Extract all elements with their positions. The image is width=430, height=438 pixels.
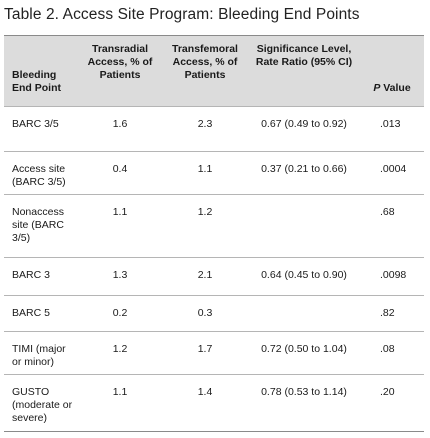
header-p-rest: Value	[380, 82, 411, 94]
table-row: GUSTO (moderate or severe) 1.1 1.4 0.78 …	[4, 374, 424, 432]
header-row: Bleeding End Point Transradial Access, %…	[4, 35, 424, 107]
cell-end-point: TIMI (major or minor)	[4, 331, 78, 375]
cell-end-point: BARC 3	[4, 257, 78, 296]
bleeding-endpoints-table: Bleeding End Point Transradial Access, %…	[4, 35, 424, 432]
cell-significance	[248, 295, 360, 332]
table-row: Nonaccess site (BARC 3/5) 1.1 1.2 .68	[4, 194, 424, 258]
cell-transfemoral: 1.1	[162, 151, 248, 195]
header-p-value: P Value	[360, 35, 424, 107]
cell-transradial: 0.2	[78, 295, 162, 332]
cell-end-point: BARC 3/5	[4, 106, 78, 152]
cell-transradial: 1.2	[78, 331, 162, 375]
cell-transradial: 1.1	[78, 374, 162, 432]
cell-transfemoral: 1.7	[162, 331, 248, 375]
cell-significance	[248, 194, 360, 258]
cell-end-point: Access site (BARC 3/5)	[4, 151, 78, 195]
cell-significance: 0.78 (0.53 to 1.14)	[248, 374, 360, 432]
table-row: BARC 3/5 1.6 2.3 0.67 (0.49 to 0.92) .01…	[4, 106, 424, 152]
bleeding-endpoints-table-container: Bleeding End Point Transradial Access, %…	[4, 35, 424, 433]
table-header: Bleeding End Point Transradial Access, %…	[4, 35, 424, 107]
cell-transradial: 1.6	[78, 106, 162, 152]
cell-transradial: 1.3	[78, 257, 162, 296]
cell-end-point: Nonaccess site (BARC 3/5)	[4, 194, 78, 258]
cell-transradial: 0.4	[78, 151, 162, 195]
cell-p-value: .0098	[360, 257, 424, 296]
table-row: TIMI (major or minor) 1.2 1.7 0.72 (0.50…	[4, 331, 424, 375]
cell-significance: 0.67 (0.49 to 0.92)	[248, 106, 360, 152]
table-row: Access site (BARC 3/5) 0.4 1.1 0.37 (0.2…	[4, 151, 424, 195]
cell-transfemoral: 0.3	[162, 295, 248, 332]
cell-transfemoral: 1.4	[162, 374, 248, 432]
cell-p-value: .82	[360, 295, 424, 332]
cell-transradial: 1.1	[78, 194, 162, 258]
cell-transfemoral: 2.3	[162, 106, 248, 152]
cell-transfemoral: 2.1	[162, 257, 248, 296]
cell-transfemoral: 1.2	[162, 194, 248, 258]
cell-p-value: .0004	[360, 151, 424, 195]
cell-p-value: .20	[360, 374, 424, 432]
header-transfemoral: Transfemoral Access, % of Patients	[162, 35, 248, 107]
cell-significance: 0.37 (0.21 to 0.66)	[248, 151, 360, 195]
cell-end-point: BARC 5	[4, 295, 78, 332]
header-transradial: Transradial Access, % of Patients	[78, 35, 162, 107]
header-p-letter: P	[373, 82, 381, 94]
table-body: BARC 3/5 1.6 2.3 0.67 (0.49 to 0.92) .01…	[4, 106, 424, 432]
cell-p-value: .013	[360, 106, 424, 152]
cell-significance: 0.64 (0.45 to 0.90)	[248, 257, 360, 296]
table-row: BARC 3 1.3 2.1 0.64 (0.45 to 0.90) .0098	[4, 257, 424, 296]
header-end-point: Bleeding End Point	[4, 35, 78, 107]
header-significance: Significance Level, Rate Ratio (95% CI)	[248, 35, 360, 107]
cell-significance: 0.72 (0.50 to 1.04)	[248, 331, 360, 375]
table-title: Table 2. Access Site Program: Bleeding E…	[4, 6, 360, 23]
cell-p-value: .68	[360, 194, 424, 258]
cell-p-value: .08	[360, 331, 424, 375]
table-row: BARC 5 0.2 0.3 .82	[4, 295, 424, 332]
cell-end-point: GUSTO (moderate or severe)	[4, 374, 78, 432]
